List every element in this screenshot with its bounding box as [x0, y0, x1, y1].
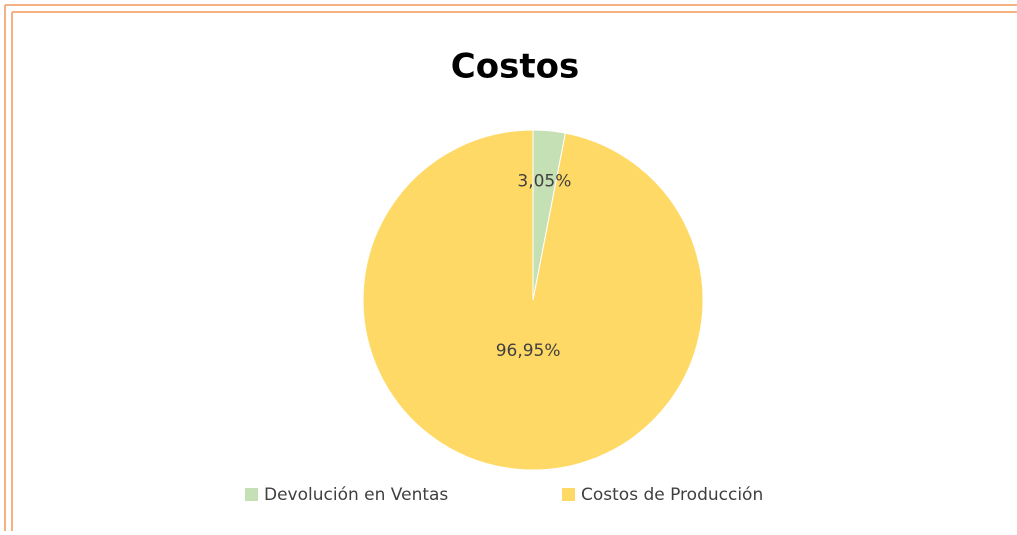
legend-swatch: [245, 488, 258, 501]
pie-slice: [362, 129, 704, 471]
legend-swatch: [562, 488, 575, 501]
data-label: 96,95%: [496, 341, 561, 361]
frame: [4, 4, 1017, 531]
chart-title: Costos: [451, 47, 579, 87]
legend-label: Devolución en Ventas: [264, 485, 448, 505]
legend-label: Costos de Producción: [581, 485, 763, 505]
data-label: 3,05%: [517, 172, 571, 192]
